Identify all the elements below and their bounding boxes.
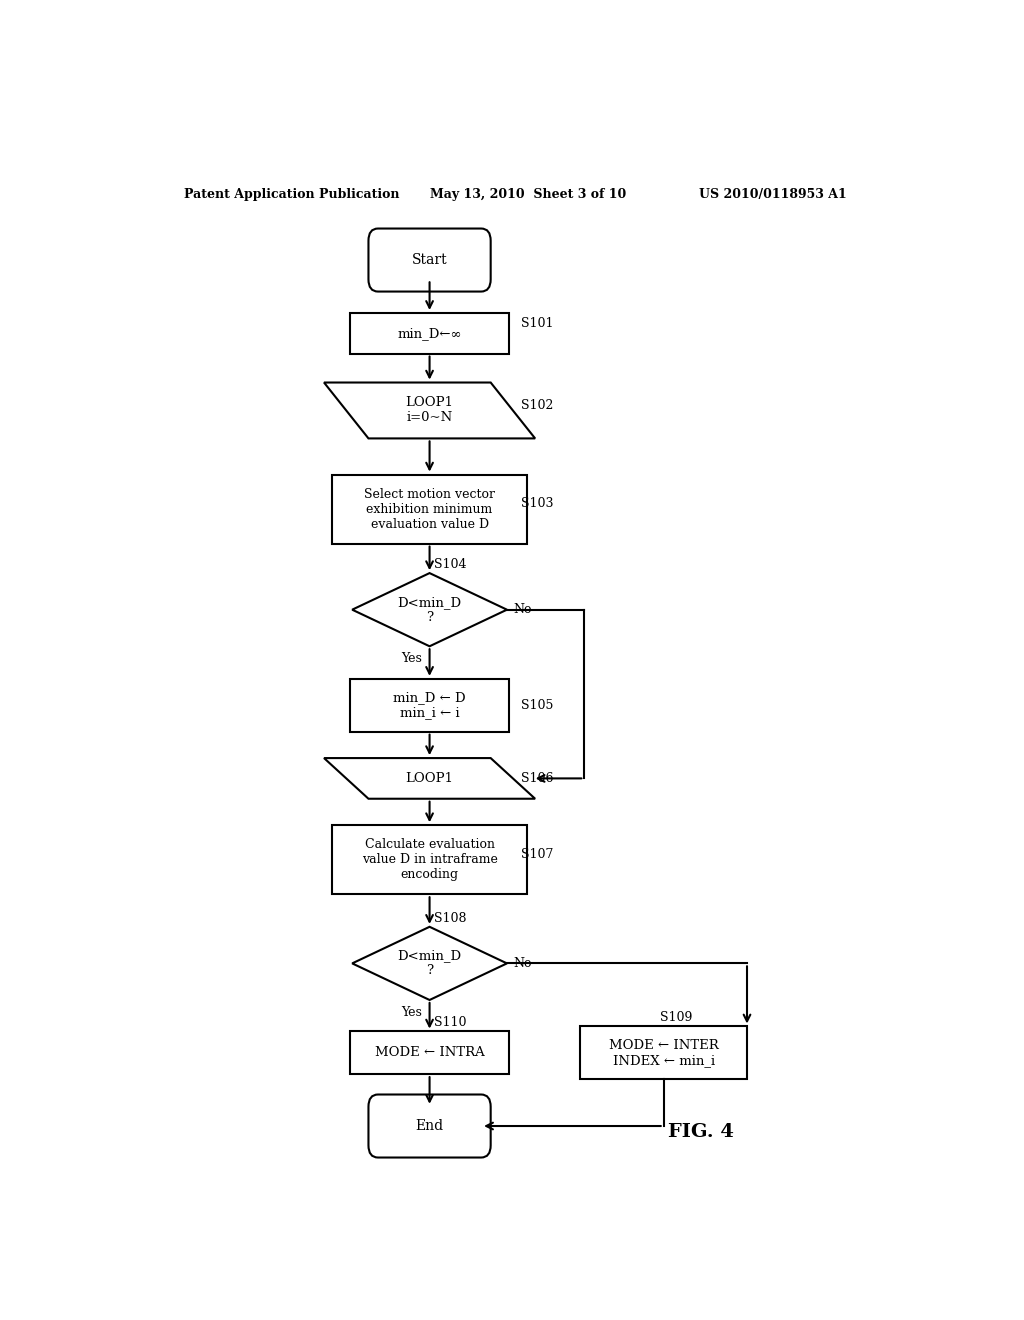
Text: No: No <box>513 603 531 616</box>
Text: S103: S103 <box>521 498 553 511</box>
Text: Calculate evaluation
value D in intraframe
encoding: Calculate evaluation value D in intrafra… <box>361 838 498 882</box>
Text: US 2010/0118953 A1: US 2010/0118953 A1 <box>699 189 847 202</box>
Text: S107: S107 <box>521 849 553 861</box>
Polygon shape <box>352 573 507 647</box>
Text: End: End <box>416 1119 443 1133</box>
Text: Yes: Yes <box>400 652 422 665</box>
Text: S105: S105 <box>521 698 553 711</box>
Text: MODE ← INTER
INDEX ← min_i: MODE ← INTER INDEX ← min_i <box>609 1039 719 1067</box>
Bar <box>350 678 509 731</box>
FancyBboxPatch shape <box>369 228 490 292</box>
Bar <box>333 825 526 894</box>
Text: FIG. 4: FIG. 4 <box>668 1123 733 1140</box>
Polygon shape <box>324 758 536 799</box>
Text: S108: S108 <box>433 912 466 925</box>
Text: May 13, 2010  Sheet 3 of 10: May 13, 2010 Sheet 3 of 10 <box>430 189 626 202</box>
Text: D<min_D
?: D<min_D ? <box>397 949 462 977</box>
Text: D<min_D
?: D<min_D ? <box>397 595 462 623</box>
Text: S104: S104 <box>433 558 466 572</box>
Text: S106: S106 <box>521 772 553 785</box>
Text: MODE ← INTRA: MODE ← INTRA <box>375 1047 484 1060</box>
Text: S102: S102 <box>521 399 553 412</box>
FancyBboxPatch shape <box>369 1094 490 1158</box>
Text: min_D←∞: min_D←∞ <box>397 327 462 339</box>
Bar <box>350 1031 509 1074</box>
Text: LOOP1
i=0~N: LOOP1 i=0~N <box>406 396 454 425</box>
Text: Select motion vector
exhibition minimum
evaluation value D: Select motion vector exhibition minimum … <box>365 487 495 531</box>
Text: No: No <box>513 957 531 970</box>
Text: LOOP1: LOOP1 <box>406 772 454 785</box>
Text: S101: S101 <box>521 317 553 330</box>
Text: min_D ← D
min_i ← i: min_D ← D min_i ← i <box>393 692 466 719</box>
Bar <box>581 1027 748 1080</box>
Polygon shape <box>324 383 536 438</box>
Text: S110: S110 <box>433 1016 466 1028</box>
Bar <box>350 313 509 354</box>
Text: Patent Application Publication: Patent Application Publication <box>183 189 399 202</box>
Bar <box>333 474 526 544</box>
Text: Yes: Yes <box>400 1006 422 1019</box>
Text: Start: Start <box>412 253 447 267</box>
Polygon shape <box>352 927 507 1001</box>
Text: S109: S109 <box>659 1011 692 1024</box>
